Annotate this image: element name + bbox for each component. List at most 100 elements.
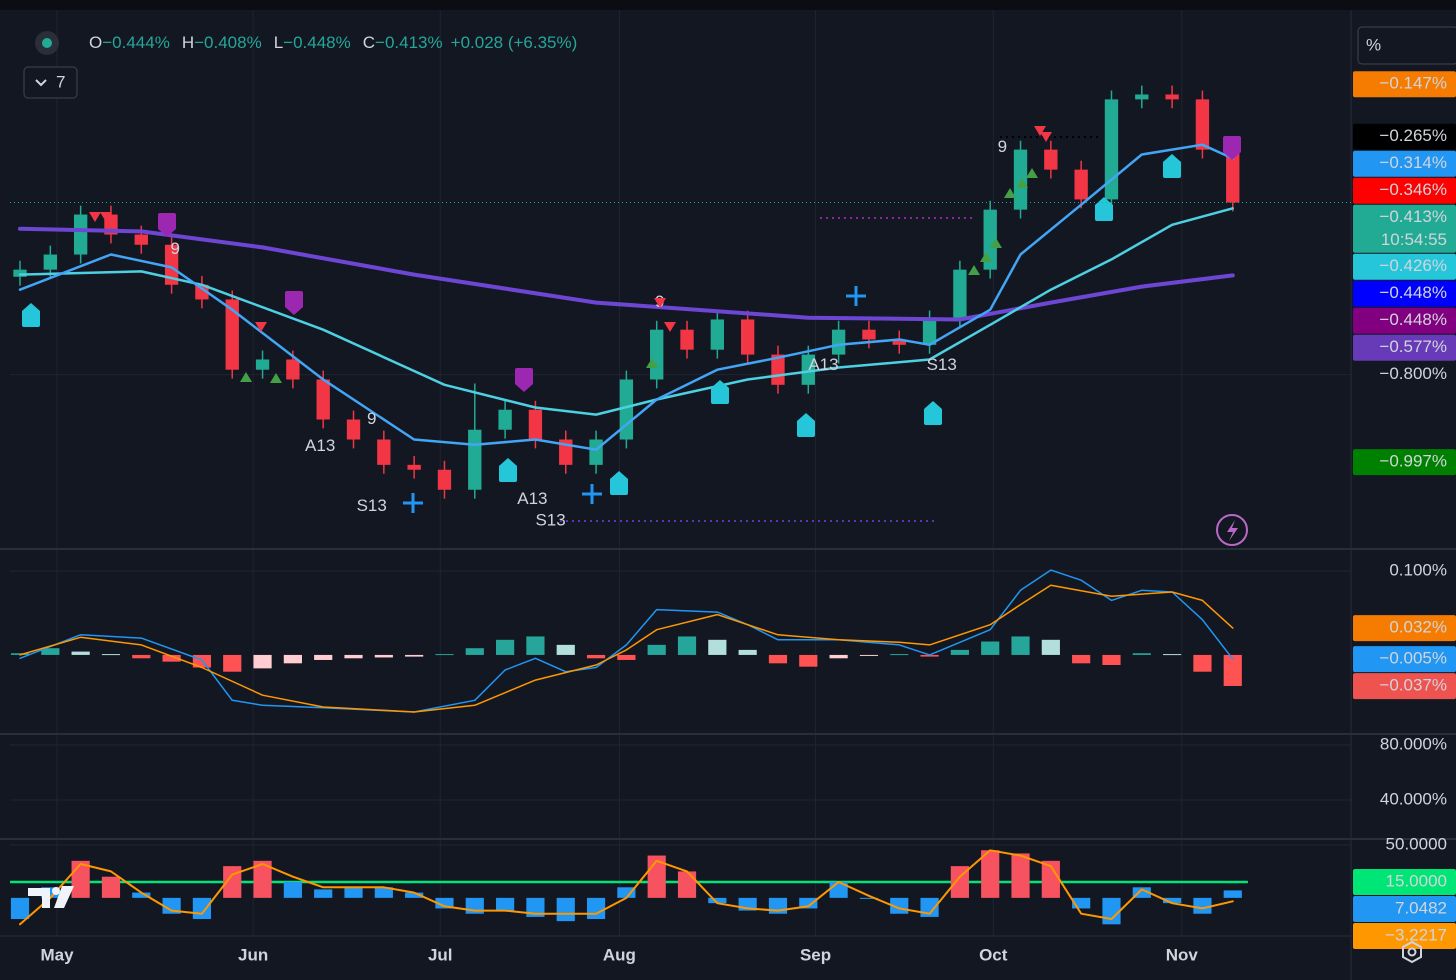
signal-label: A13 bbox=[808, 355, 838, 374]
histogram-bar bbox=[617, 887, 636, 898]
indicator-line bbox=[18, 143, 1235, 451]
histogram-bar bbox=[556, 897, 575, 922]
histogram-bar bbox=[192, 897, 212, 920]
candle-body bbox=[1226, 149, 1240, 203]
histogram-bar bbox=[890, 654, 909, 656]
histogram-bar bbox=[101, 876, 121, 898]
histogram-bar bbox=[223, 866, 242, 898]
indicator-line bbox=[19, 584, 1234, 713]
histogram-bar bbox=[132, 892, 151, 898]
y-tick-label: 50.0000 bbox=[1386, 834, 1447, 853]
histogram-bar bbox=[1011, 853, 1030, 898]
histogram-bar bbox=[1041, 639, 1060, 655]
signal-label: S13 bbox=[357, 496, 387, 515]
price-tag bbox=[1353, 123, 1456, 150]
x-tick-label: May bbox=[40, 945, 74, 964]
histogram-bar bbox=[314, 889, 333, 898]
logo-v bbox=[54, 886, 74, 908]
logo bbox=[28, 886, 74, 908]
candle-body bbox=[225, 299, 239, 370]
alert-circle[interactable] bbox=[1216, 514, 1248, 546]
price-tag bbox=[1353, 307, 1456, 334]
signal-label: A13 bbox=[517, 489, 547, 508]
histogram-bar bbox=[405, 892, 424, 898]
settings-icon[interactable] bbox=[1402, 940, 1422, 964]
histogram-bar bbox=[526, 897, 545, 917]
price-tag-label: −0.265% bbox=[1379, 126, 1447, 145]
histogram-bar bbox=[859, 654, 879, 656]
candle-body bbox=[619, 379, 634, 440]
histogram-bar bbox=[1163, 897, 1182, 904]
x-tick-label: Jul bbox=[428, 945, 453, 964]
y-tick-label: −0.800% bbox=[1379, 364, 1447, 383]
histogram-bar bbox=[10, 653, 30, 655]
y-tick-label: 0.100% bbox=[1389, 560, 1447, 579]
cross-marker bbox=[403, 286, 866, 513]
histogram-bar bbox=[1193, 654, 1212, 672]
signal-label: 9 bbox=[367, 409, 376, 428]
x-tick-label: Sep bbox=[800, 945, 831, 964]
scale-unit: % bbox=[1366, 35, 1381, 54]
price-tag-label: −0.426% bbox=[1379, 256, 1447, 275]
histogram-bar bbox=[253, 860, 272, 898]
price-tag bbox=[1353, 253, 1456, 280]
indicator-line bbox=[19, 849, 1234, 926]
candle-body bbox=[498, 409, 512, 430]
candle-body bbox=[710, 319, 725, 350]
candle-body bbox=[73, 214, 88, 255]
candle-body bbox=[1165, 94, 1179, 100]
candle-body bbox=[377, 439, 391, 465]
histogram-bar bbox=[1072, 897, 1091, 909]
candle-body bbox=[801, 354, 815, 385]
toggle-box[interactable] bbox=[23, 66, 78, 99]
candle-body bbox=[589, 439, 603, 465]
x-tick-label: Aug bbox=[603, 945, 636, 964]
price-tag bbox=[1353, 449, 1456, 476]
legend-key: H bbox=[182, 33, 194, 52]
candle-body bbox=[468, 429, 482, 490]
legend-value: −0.413% bbox=[375, 33, 443, 52]
histogram-bar bbox=[162, 654, 181, 662]
histogram-bar bbox=[1193, 897, 1212, 914]
signal-label: 9 bbox=[998, 137, 1007, 156]
scale-mode[interactable]: % bbox=[1357, 26, 1456, 65]
histogram-bar bbox=[1132, 653, 1151, 655]
price-tag-label: 15.0000 bbox=[1386, 871, 1447, 890]
price-tag-label: −3.2217 bbox=[1385, 925, 1447, 944]
histogram-bar bbox=[374, 887, 393, 898]
candle-body bbox=[13, 269, 27, 277]
histogram-bar bbox=[41, 648, 60, 655]
histogram-bar bbox=[41, 887, 60, 898]
histogram-bar bbox=[1163, 654, 1182, 656]
logo-t bbox=[28, 888, 50, 908]
price-tag-label: −0.448% bbox=[1379, 283, 1447, 302]
histogram-bar bbox=[344, 654, 363, 659]
legend-value: −0.448% bbox=[283, 33, 351, 52]
scale-box[interactable] bbox=[1357, 26, 1456, 65]
histogram-bar bbox=[496, 639, 515, 655]
histogram-bar bbox=[10, 897, 30, 920]
histogram-bar bbox=[1102, 897, 1121, 925]
histogram-bar bbox=[708, 639, 727, 655]
histogram-bar bbox=[374, 654, 393, 658]
price-tag bbox=[1353, 673, 1456, 700]
price-tag-label: −0.005% bbox=[1379, 649, 1447, 668]
candle-body bbox=[922, 319, 937, 345]
candle-body bbox=[528, 409, 543, 440]
candle-body bbox=[892, 339, 906, 345]
candle-body bbox=[134, 234, 148, 245]
price-tag-label: 0.032% bbox=[1389, 618, 1447, 637]
candle-body bbox=[831, 329, 846, 355]
alert-bolt bbox=[1227, 520, 1238, 541]
candle-body bbox=[650, 329, 664, 380]
signal-label: 9 bbox=[171, 239, 180, 258]
histogram-bar bbox=[283, 881, 302, 898]
histogram-bar bbox=[1011, 636, 1030, 655]
candle-body bbox=[1013, 149, 1028, 210]
gear[interactable] bbox=[1402, 940, 1422, 964]
alert-icon[interactable] bbox=[1216, 514, 1248, 546]
indicator-toggle[interactable]: 7 bbox=[23, 66, 78, 99]
chevron bbox=[35, 79, 47, 87]
price-tag-label: −0.346% bbox=[1379, 180, 1447, 199]
